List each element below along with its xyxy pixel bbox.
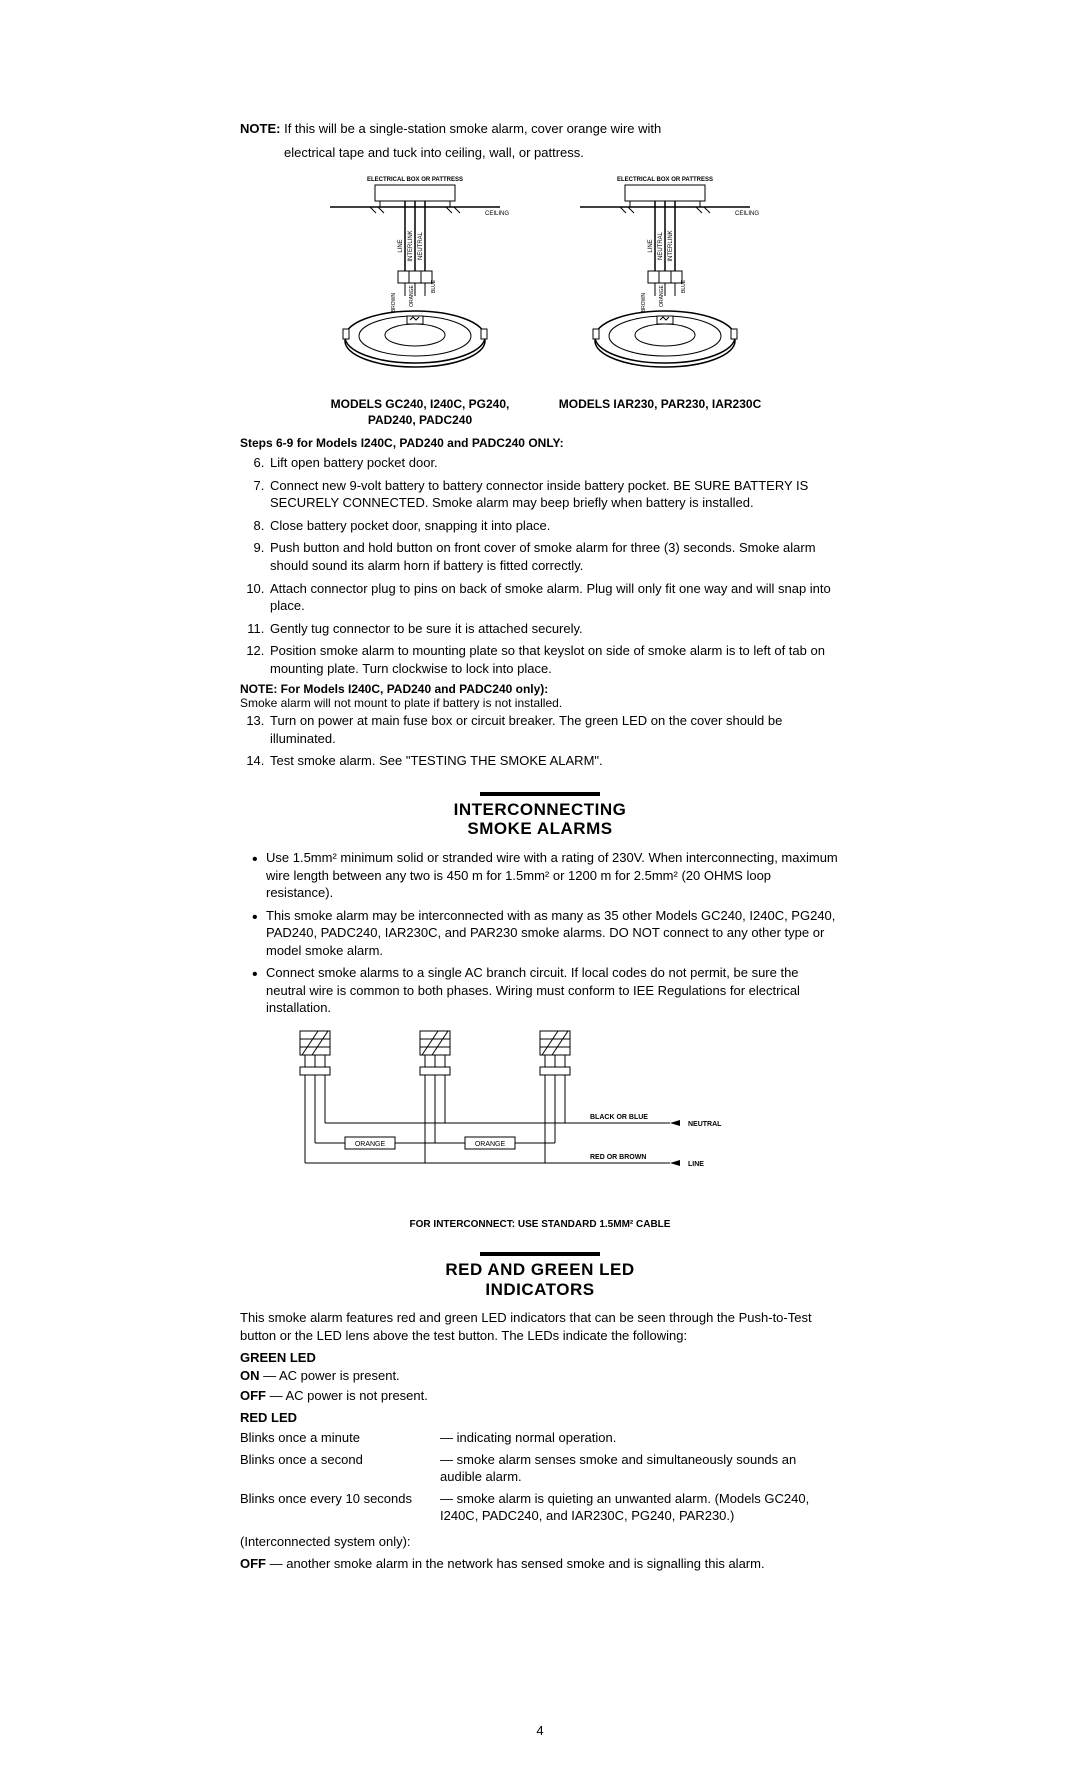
steps-list-2: Turn on power at main fuse box or circui… [240,712,840,770]
svg-text:CEILING: CEILING [735,211,759,217]
step-11: Gently tug connector to be sure it is at… [268,620,840,638]
inter-only: (Interconnected system only): [240,1533,840,1551]
step-9: Push button and hold button on front cov… [268,539,840,574]
svg-text:RED OR BROWN: RED OR BROWN [590,1154,646,1161]
top-note-line2: electrical tape and tuck into ceiling, w… [240,144,840,162]
model-label-right: MODELS IAR230, PAR230, IAR230C [555,397,765,428]
diagram-left: ELECTRICAL BOX OR PATTRESS CEILING LINE [310,171,520,391]
red-row-2: Blinks once a second — smoke alarm sense… [240,1451,840,1486]
red-led-table: Blinks once a minute — indicating normal… [240,1429,840,1525]
alarm-symbol-1 [300,1031,330,1075]
model-labels-row: MODELS GC240, I240C, PG240, PAD240, PADC… [240,397,840,428]
svg-text:BLUE: BLUE [431,279,437,293]
bullet-3: Connect smoke alarms to a single AC bran… [256,964,840,1017]
step-14: Test smoke alarm. See "TESTING THE SMOKE… [268,752,840,770]
section-title-2: RED AND GREEN LED INDICATORS [240,1260,840,1299]
alarm-symbol-3 [540,1031,570,1075]
alarm-symbol-2 [420,1031,450,1075]
wiring-diagrams: ELECTRICAL BOX OR PATTRESS CEILING LINE [240,171,840,391]
svg-text:INTERLINK: INTERLINK [408,230,414,261]
section-rule-icon-2 [480,1252,600,1256]
ceiling-label: CEILING [485,211,509,217]
section-interconnecting-head: INTERCONNECTING SMOKE ALARMS [240,792,840,839]
cable-note: FOR INTERCONNECT: USE STANDARD 1.5MM² CA… [240,1219,840,1230]
interconnect-diagram: ORANGE ORANGE BLACK OR BLUE NEUTRAL RED … [270,1023,730,1213]
diagram-right: ELECTRICAL BOX OR PATTRESS CEILING LINE … [560,171,770,391]
svg-text:ORANGE: ORANGE [659,285,665,307]
note-text-1: If this will be a single-station smoke a… [284,121,661,136]
svg-text:BLUE: BLUE [681,279,687,293]
page-number: 4 [0,1723,1080,1738]
svg-text:ORANGE: ORANGE [475,1141,506,1148]
interconnect-bullets: Use 1.5mm² minimum solid or stranded wir… [240,849,840,1017]
svg-text:BROWN: BROWN [391,293,397,313]
svg-text:LINE: LINE [648,239,654,252]
steps-heading: Steps 6-9 for Models I240C, PAD240 and P… [240,436,840,450]
top-note: NOTE: If this will be a single-station s… [240,120,840,138]
red-led-head: RED LED [240,1410,840,1425]
svg-text:ORANGE: ORANGE [409,285,415,307]
step-8: Close battery pocket door, snapping it i… [268,517,840,535]
step-10: Attach connector plug to pins on back of… [268,580,840,615]
box-label: ELECTRICAL BOX OR PATTRESS [367,177,463,183]
svg-text:LINE: LINE [398,239,404,252]
red-row-1: Blinks once a minute — indicating normal… [240,1429,840,1447]
page: NOTE: If this will be a single-station s… [0,0,1080,1778]
section-rule-icon [480,792,600,796]
green-led-head: GREEN LED [240,1350,840,1365]
svg-text:ELECTRICAL BOX OR PATTRESS: ELECTRICAL BOX OR PATTRESS [617,177,713,183]
section-led-head: RED AND GREEN LED INDICATORS [240,1252,840,1299]
step-13: Turn on power at main fuse box or circui… [268,712,840,747]
svg-text:BLACK OR BLUE: BLACK OR BLUE [590,1114,648,1121]
svg-text:NEUTRAL: NEUTRAL [658,231,664,260]
red-row-3: Blinks once every 10 seconds — smoke ala… [240,1490,840,1525]
svg-text:LINE: LINE [688,1161,704,1168]
steps-list-1: Lift open battery pocket door. Connect n… [240,454,840,677]
step-6: Lift open battery pocket door. [268,454,840,472]
svg-text:BROWN: BROWN [641,293,647,313]
model-label-left: MODELS GC240, I240C, PG240, PAD240, PADC… [315,397,525,428]
note-label: NOTE: [240,121,280,136]
mid-note-text: Smoke alarm will not mount to plate if b… [240,696,562,710]
mid-note-bold: NOTE: For Models I240C, PAD240 and PADC2… [240,682,548,696]
svg-text:NEUTRAL: NEUTRAL [418,231,424,260]
mid-note: NOTE: For Models I240C, PAD240 and PADC2… [240,682,840,710]
off-line: OFF — another smoke alarm in the network… [240,1555,840,1573]
green-on: ON — AC power is present. [240,1367,840,1385]
step-12: Position smoke alarm to mounting plate s… [268,642,840,677]
bullet-1: Use 1.5mm² minimum solid or stranded wir… [256,849,840,902]
bullet-2: This smoke alarm may be interconnected w… [256,907,840,960]
led-intro: This smoke alarm features red and green … [240,1309,840,1344]
section-title-1: INTERCONNECTING SMOKE ALARMS [240,800,840,839]
green-off: OFF — AC power is not present. [240,1387,840,1405]
svg-text:ORANGE: ORANGE [355,1141,386,1148]
svg-text:INTERLINK: INTERLINK [668,230,674,261]
step-7: Connect new 9-volt battery to battery co… [268,477,840,512]
svg-text:NEUTRAL: NEUTRAL [688,1121,722,1128]
